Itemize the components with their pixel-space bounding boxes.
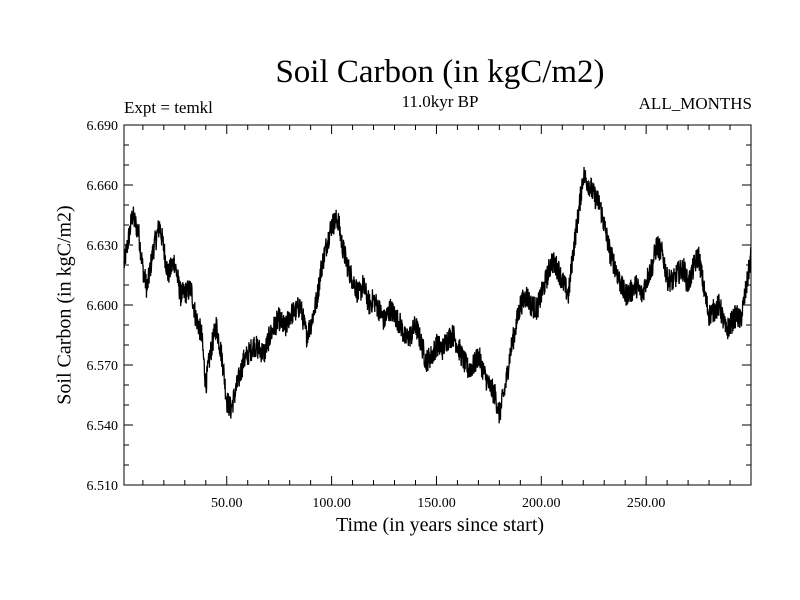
x-tick-label: 100.00 <box>312 496 351 511</box>
y-tick-label: 6.630 <box>87 239 119 254</box>
y-tick-label: 6.570 <box>87 359 119 374</box>
x-tick-label: 50.00 <box>211 496 243 511</box>
x-tick-label: 200.00 <box>522 496 561 511</box>
y-tick-label: 6.690 <box>87 119 119 134</box>
x-axis-label: Time (in years since start) <box>335 514 545 536</box>
y-tick-label: 6.660 <box>87 179 119 194</box>
series-line <box>123 166 752 424</box>
chart-title: Soil Carbon (in kgC/m2) <box>275 54 605 90</box>
x-tick-label: 150.00 <box>417 496 456 511</box>
y-tick-label: 6.600 <box>87 299 119 314</box>
axis-ticks <box>124 124 752 486</box>
months-label: ALL_MONTHS <box>638 94 752 113</box>
plot-frame <box>123 124 752 486</box>
x-tick-label: 250.00 <box>627 496 666 511</box>
tick-labels: 6.510 6.540 6.570 6.600 6.630 6.660 6.690 50.00… <box>87 119 666 511</box>
chart-subtitle: 11.0kyr BP <box>401 92 479 111</box>
series-group <box>123 166 752 424</box>
y-tick-label: 6.540 <box>87 419 119 434</box>
y-tick-label: 6.510 <box>87 479 119 494</box>
experiment-label: Expt = temkl <box>124 98 213 117</box>
